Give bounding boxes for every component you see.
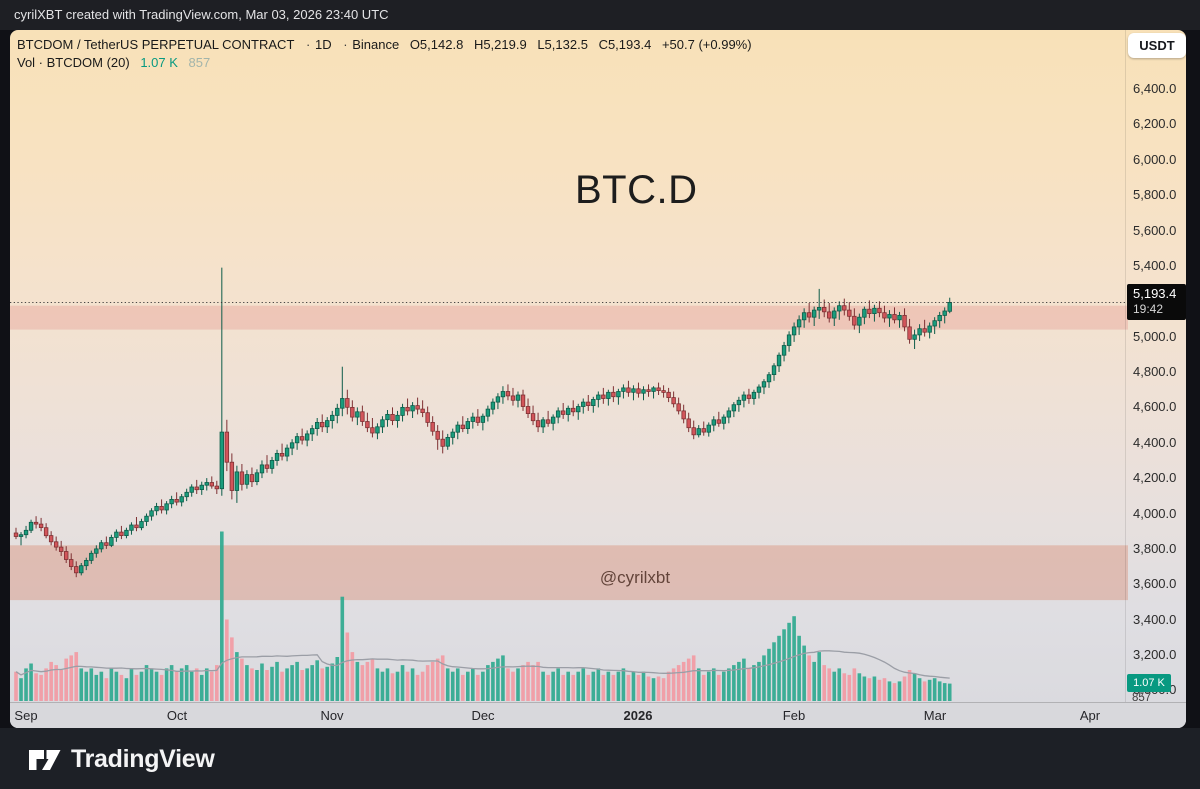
chart-panel[interactable]: BTC.D @cyrilxbt BTCDOM / TetherUS PERPET…: [10, 30, 1186, 728]
close-value: C5,193.4: [598, 37, 652, 52]
legend: BTCDOM / TetherUS PERPETUAL CONTRACT · 1…: [17, 36, 759, 72]
attribution-bar: cyrilXBT created with TradingView.com, M…: [0, 0, 1200, 30]
high-value: H5,219.9: [473, 37, 527, 52]
open-value: O5,142.8: [409, 37, 464, 52]
last-price-value: 5,193.4: [1133, 286, 1177, 301]
price-axis-separator: [1125, 30, 1126, 702]
low-value: L5,132.5: [537, 37, 588, 52]
author-handle-watermark: @cyrilxbt: [555, 568, 715, 588]
legend-separator: ·: [306, 37, 311, 52]
legend-symbol-row: BTCDOM / TetherUS PERPETUAL CONTRACT · 1…: [17, 36, 759, 54]
legend-volume-row: Vol · BTCDOM (20) 1.07 K 857: [17, 54, 759, 72]
volume-value: 1.07 K: [140, 55, 178, 70]
volume-axis-label: 1.07 K: [1127, 674, 1171, 692]
interval-value[interactable]: 1D: [314, 37, 332, 52]
time-tick-label: 2026: [623, 708, 653, 723]
symbol-watermark: BTC.D: [575, 168, 698, 212]
legend-separator2: ·: [343, 37, 348, 52]
last-price-label: 5,193.4 19:42: [1127, 284, 1186, 320]
time-tick-label: Feb: [782, 708, 806, 723]
time-tick-label: Mar: [923, 708, 947, 723]
volume-indicator-label[interactable]: Vol · BTCDOM (20): [17, 55, 130, 70]
time-tick-label: Oct: [166, 708, 188, 723]
volume-ma-value: 857: [188, 55, 211, 70]
change-value: +50.7 (+0.99%): [661, 37, 752, 52]
tradingview-brand[interactable]: TradingView: [28, 745, 215, 774]
chart-canvas[interactable]: [10, 30, 1186, 702]
time-tick-label: Nov: [320, 708, 344, 723]
tradingview-logo-icon: [29, 749, 61, 770]
volume-ma-axis-label: 857: [1132, 692, 1152, 704]
time-tick-label: Sep: [14, 708, 38, 723]
attribution-text: cyrilXBT created with TradingView.com, M…: [14, 7, 389, 22]
time-tick-label: Apr: [1079, 708, 1101, 723]
time-scale[interactable]: Sep Oct Nov Dec 2026 Feb Mar Apr: [10, 702, 1186, 728]
currency-toggle-button[interactable]: USDT: [1128, 33, 1186, 58]
exchange-name: Binance: [352, 37, 400, 52]
brand-name: TradingView: [71, 745, 215, 773]
bar-countdown: 19:42: [1133, 302, 1164, 316]
symbol-title[interactable]: BTCDOM / TetherUS PERPETUAL CONTRACT: [17, 37, 295, 52]
footer-bar: TradingView: [0, 728, 1200, 789]
time-tick-label: Dec: [471, 708, 495, 723]
